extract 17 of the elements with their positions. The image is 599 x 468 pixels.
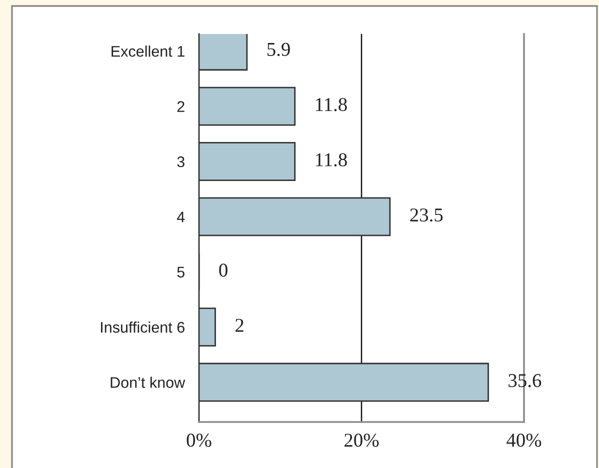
y-tick-label: 5 bbox=[177, 266, 184, 278]
y-tick-label: 3 bbox=[177, 156, 184, 168]
data-label: 23.5 bbox=[410, 208, 443, 222]
data-label: 11.8 bbox=[316, 98, 347, 112]
x-tick-label: 20% bbox=[344, 434, 379, 447]
data-label: 0 bbox=[219, 264, 228, 277]
data-label: 35.6 bbox=[508, 374, 542, 388]
y-tick-label: Don’t know bbox=[110, 376, 186, 388]
x-tick-label: 40% bbox=[506, 434, 542, 447]
data-label: 11.8 bbox=[316, 153, 347, 166]
y-tick-label: Excellent 1 bbox=[112, 46, 184, 57]
y-tick-label: Insufficient 6 bbox=[101, 322, 184, 333]
x-tick-label: 0% bbox=[186, 434, 212, 447]
y-tick-label: 4 bbox=[176, 212, 185, 222]
data-label: 2 bbox=[236, 318, 244, 332]
data-label: 5.9 bbox=[268, 42, 290, 56]
y-tick-label: 2 bbox=[177, 101, 184, 112]
